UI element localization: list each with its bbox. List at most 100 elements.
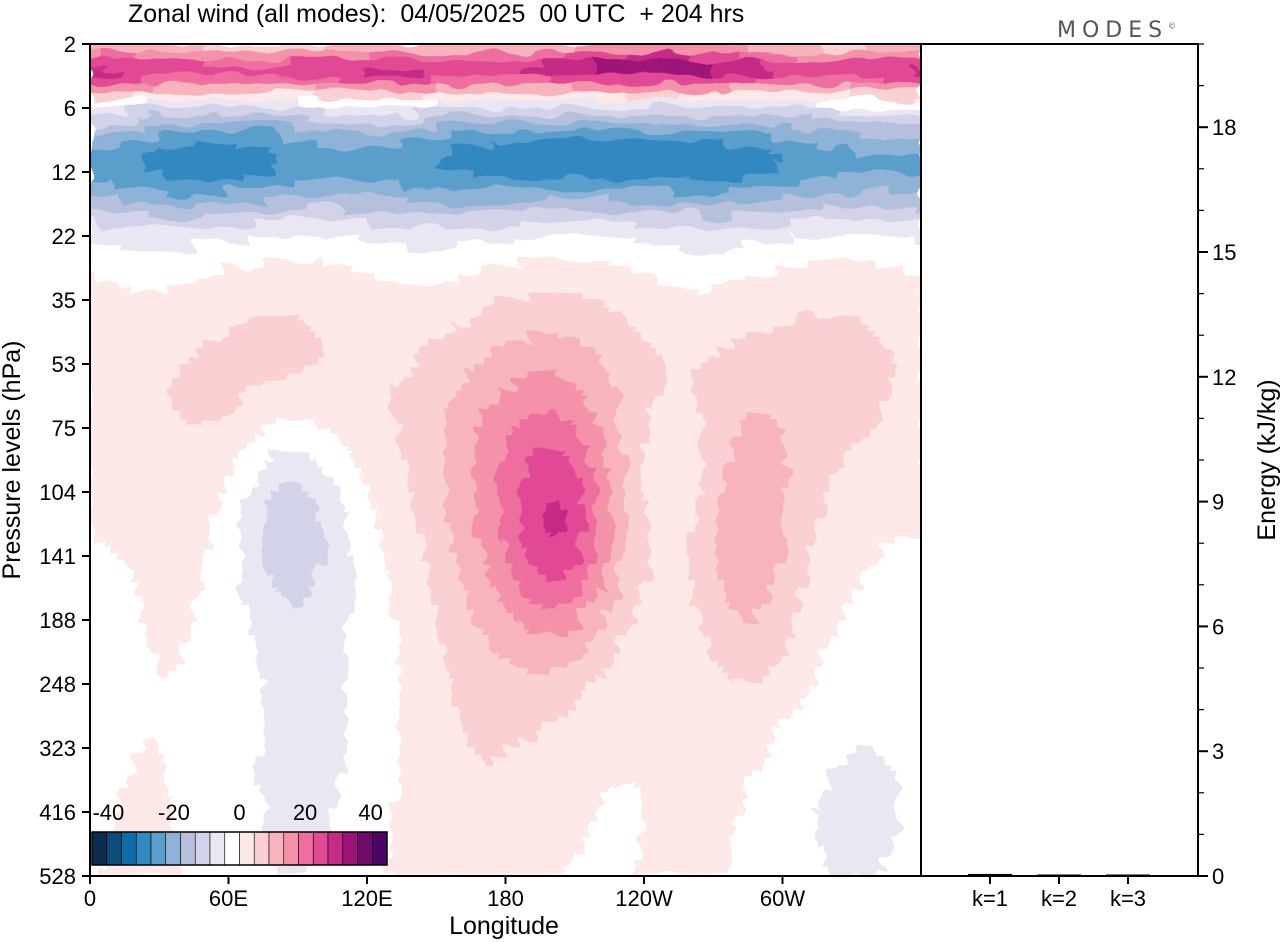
wind-cell [746,387,756,397]
wind-cell [875,147,884,157]
wind-cell [550,75,559,85]
wind-cell [724,379,733,389]
wind-cell [694,267,703,277]
wind-cell [762,187,771,197]
wind-cell [807,259,816,269]
wind-cell [716,195,725,205]
wind-cell [271,139,280,149]
wind-cell [180,307,189,317]
wind-cell [799,235,808,245]
wind-cell [135,395,144,405]
wind-cell [127,75,136,85]
wind-cell [429,187,438,197]
wind-cell [150,379,159,389]
wind-cell [542,163,552,173]
wind-cell [187,59,197,69]
wind-cell [316,147,325,157]
wind-cell [271,147,280,157]
wind-cell [678,83,688,93]
wind-cell [331,403,340,413]
wind-cell [497,203,506,213]
wind-cell [784,99,793,109]
wind-cell [414,259,423,269]
wind-cell [497,227,506,237]
wind-cell [225,403,234,413]
wind-cell [701,59,710,69]
wind-cell [90,347,98,357]
wind-cell [225,299,234,309]
wind-cell [716,331,725,341]
wind-cell [822,227,831,237]
wind-cell [837,371,846,381]
wind-cell [490,379,499,389]
wind-cell [240,59,249,69]
wind-cell [97,259,106,269]
wind-cell [527,99,537,109]
wind-cell [905,363,914,373]
wind-cell [474,379,484,389]
wind-cell [845,371,854,381]
wind-cell [467,347,476,357]
wind-cell [777,107,786,117]
wind-cell [127,347,136,357]
wind-cell [663,99,672,109]
wind-cell [255,283,265,293]
wind-cell [210,51,219,61]
wind-cell [701,299,710,309]
wind-cell [119,179,129,189]
wind-cell [278,123,287,133]
wind-cell [384,211,393,221]
wind-cell [225,123,234,133]
wind-cell [633,83,642,93]
wind-cell [172,307,181,317]
wind-cell [452,307,461,317]
wind-cell [746,227,756,237]
wind-cell [822,171,831,181]
wind-cell [671,299,680,309]
wind-cell [913,347,921,357]
wind-cell [799,99,808,109]
wind-cell [255,147,265,157]
wind-cell [331,379,340,389]
wind-cell [406,291,416,301]
wind-cell [580,339,589,349]
wind-cell [195,75,204,85]
wind-cell [520,51,529,61]
wind-cell [187,195,197,205]
wind-cell [369,259,378,269]
wind-cell [762,283,771,293]
wind-cell [490,243,499,253]
wind-cell [354,115,363,125]
wind-cell [731,323,740,333]
wind-cell [308,299,317,309]
wind-cell [90,171,98,181]
wind-cell [286,291,295,301]
wind-cell [354,123,363,133]
wind-cell [542,331,552,341]
wind-cell [165,395,174,405]
wind-cell [323,283,333,293]
wind-cell [837,299,846,309]
wind-cell [550,347,559,357]
wind-cell [346,179,355,189]
wind-cell [686,291,695,301]
wind-cell [882,195,892,205]
wind-cell [686,187,695,197]
wind-cell [248,115,257,125]
wind-cell [784,179,793,189]
wind-cell [512,387,521,397]
wind-cell [195,203,204,213]
wind-cell [580,291,589,301]
wind-cell [709,195,718,205]
wind-cell [890,387,899,397]
wind-cell [323,99,333,109]
wind-cell [323,363,333,373]
wind-cell [898,59,907,69]
wind-cell [777,243,786,253]
wind-cell [739,387,748,397]
wind-cell [339,163,348,173]
wind-cell [459,347,469,357]
wind-cell [308,243,317,253]
wind-cell [255,75,265,85]
wind-cell [686,235,695,245]
